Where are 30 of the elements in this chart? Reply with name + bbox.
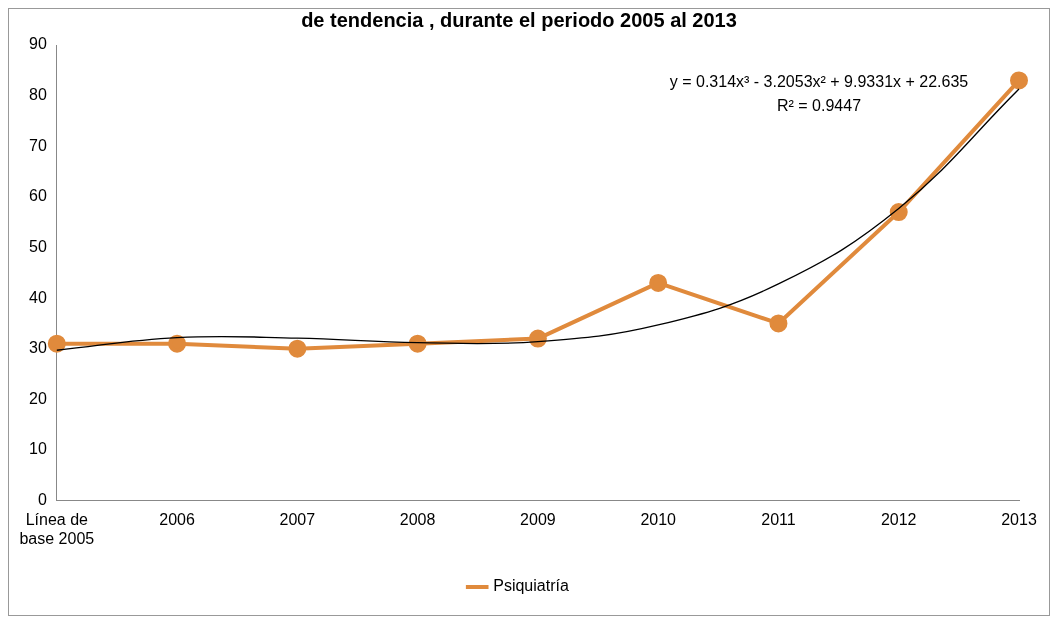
annotation: R² = 0.9447 <box>776 97 862 115</box>
point <box>168 334 187 353</box>
point <box>47 334 66 353</box>
point <box>408 334 427 353</box>
x-tick-label: 2007 <box>279 510 316 528</box>
annotation: y = 0.314x³ - 3.2053x² + 9.9331x + 22.635 <box>669 73 969 91</box>
y-tick-label: 70 <box>29 136 47 154</box>
y-tick-label: 20 <box>29 389 47 407</box>
point <box>288 339 307 358</box>
y-tick-label: 90 <box>29 35 47 53</box>
x-tick-label: 2011 <box>761 510 796 528</box>
point <box>1010 71 1028 90</box>
y-tick-label: 0 <box>37 491 47 509</box>
y-tick-label: 10 <box>29 440 47 458</box>
y-tick-label: 80 <box>29 86 47 104</box>
point <box>649 273 668 292</box>
x-tick-label: 2009 <box>520 510 556 528</box>
chart-title: de tendencia , durante el periodo 2005 al 2013 <box>301 8 737 31</box>
x-tick-label: 2012 <box>880 510 917 528</box>
x-tick-label: 2008 <box>399 510 436 528</box>
x-tick-label: 2006 <box>159 510 195 528</box>
legend-label: Psiquiatría <box>493 577 569 595</box>
y-tick-label: 30 <box>29 339 47 357</box>
point <box>769 314 788 333</box>
x-tick-label: 2010 <box>640 510 677 528</box>
x-tick-label: 2013 <box>1001 510 1037 528</box>
x-tick-label: Línea de base 2005 <box>19 510 95 547</box>
y-tick-label: 60 <box>29 187 47 205</box>
y-tick-label: 40 <box>29 288 47 306</box>
y-tick-label: 50 <box>29 237 47 255</box>
